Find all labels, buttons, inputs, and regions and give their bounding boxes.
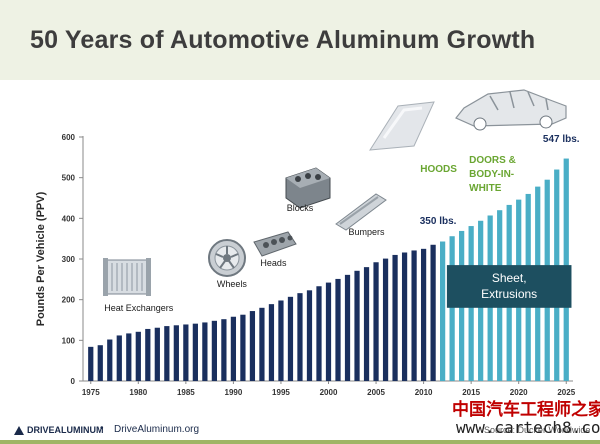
watermark-url: www.cartech8.com	[456, 418, 600, 437]
bar-historical	[335, 278, 341, 381]
bumper-icon	[335, 193, 387, 231]
footer-separator: •	[100, 423, 104, 434]
annotation-350-lbs: 350 lbs.	[420, 216, 457, 227]
annotation-heat-exchangers: Heat Exchangers	[104, 303, 174, 313]
bar-historical	[116, 335, 122, 381]
chart-axes: 0 100 200 300 400 500 600 1975 1980 1985 1990 1995 2…	[35, 133, 576, 397]
y-tick-label: 0	[71, 377, 76, 386]
y-tick-label: 100	[62, 336, 76, 345]
y-axis-label: Pounds Per Vehicle (PPV)	[35, 191, 47, 326]
bar-historical	[325, 282, 332, 381]
bar-historical	[344, 274, 351, 381]
bar-historical	[126, 333, 132, 381]
bar-historical	[297, 293, 303, 381]
y-tick-label: 400	[62, 214, 76, 223]
bar-historical	[240, 314, 246, 381]
bar-historical	[287, 296, 294, 381]
bar-historical	[154, 327, 160, 381]
bar-historical	[145, 328, 151, 381]
x-tick-label: 1975	[82, 388, 100, 397]
bar-historical	[249, 311, 256, 381]
callout-line: Sheet,	[492, 271, 527, 285]
x-tick-label: 2005	[367, 388, 385, 397]
annotation-doors: DOORS &	[469, 155, 516, 166]
bar-forecast	[449, 236, 455, 381]
logo-triangle-icon	[14, 425, 24, 435]
bar-historical	[230, 316, 237, 381]
bar-historical	[202, 322, 208, 381]
bar-historical	[268, 304, 275, 381]
logo-text: DRIVEALUMINUM	[27, 425, 104, 435]
bar-historical	[382, 258, 389, 381]
bar-historical	[363, 267, 370, 381]
car-body-icon	[455, 89, 567, 131]
bar-historical	[430, 244, 436, 381]
footer-url: DriveAluminum.org	[114, 424, 200, 435]
bar-historical	[221, 319, 227, 381]
callout-box	[446, 265, 572, 308]
bar-historical	[316, 286, 322, 381]
bar-historical	[354, 270, 360, 381]
bar-historical	[211, 320, 217, 381]
bar-historical	[173, 325, 179, 381]
x-tick-label: 1995	[272, 388, 290, 397]
x-tick-label: 2025	[557, 388, 575, 397]
x-tick-label: 1990	[225, 388, 243, 397]
cylinder-head-icon	[253, 231, 297, 257]
title-band: 50 Years of Automotive Aluminum Growth	[0, 0, 600, 80]
y-tick-label: 600	[62, 133, 76, 142]
annotation-heads: Heads	[260, 258, 287, 268]
bar-historical	[401, 252, 408, 381]
bar-historical	[278, 300, 284, 381]
annotation-547-lbs: 547 lbs.	[543, 134, 580, 145]
bar-forecast	[440, 241, 446, 381]
bar-historical	[420, 248, 427, 381]
x-tick-label: 2000	[320, 388, 338, 397]
bar-historical	[192, 323, 198, 381]
x-tick-label: 2015	[462, 388, 480, 397]
y-tick-label: 200	[62, 296, 76, 305]
bar-historical	[411, 250, 417, 381]
aluminum-growth-chart: 0 100 200 300 400 500 600 1975 1980 1985 1990 1995 2…	[35, 89, 580, 397]
annotation-wheels: Wheels	[217, 279, 248, 289]
bar-historical	[107, 339, 113, 381]
chart-illustrations	[103, 89, 567, 296]
annotation-white: WHITE	[469, 183, 502, 194]
annotation-bumpers: Bumpers	[349, 227, 386, 237]
watermark-chinese: 中国汽车工程师之家	[452, 400, 600, 420]
drivealuminum-logo: DRIVEALUMINUM	[14, 425, 104, 435]
radiator-icon	[103, 258, 151, 296]
bar-historical	[392, 254, 398, 381]
y-tick-label: 500	[62, 174, 76, 183]
annotation-body-in: BODY-IN-	[469, 169, 514, 180]
bar-historical	[135, 331, 141, 381]
bar-historical	[306, 290, 313, 381]
y-tick-label: 300	[62, 255, 76, 264]
page-title: 50 Years of Automotive Aluminum Growth	[30, 26, 536, 54]
x-tick-label: 1980	[129, 388, 147, 397]
x-tick-label: 2020	[510, 388, 528, 397]
bar-historical	[97, 345, 103, 381]
wheel-icon	[208, 239, 246, 277]
x-tick-label: 1985	[177, 388, 195, 397]
bar-historical	[88, 346, 94, 381]
x-tick-label: 2010	[415, 388, 433, 397]
bar-historical	[373, 262, 379, 381]
bar-historical	[259, 307, 265, 381]
chart-annotations: Sheet, Extrusions Heat Exchangers Wheels Hea…	[104, 134, 580, 313]
bar-historical	[164, 326, 170, 381]
annotation-hoods: HOODS	[420, 164, 457, 175]
annotation-blocks: Blocks	[287, 203, 314, 213]
bar-historical	[183, 324, 189, 381]
source-note: Source: Ducker Worldwide	[484, 425, 591, 435]
bottom-stripe	[0, 440, 600, 444]
hood-panel-icon	[369, 101, 435, 151]
engine-block-icon	[285, 167, 331, 209]
callout-line: Extrusions	[481, 287, 537, 301]
